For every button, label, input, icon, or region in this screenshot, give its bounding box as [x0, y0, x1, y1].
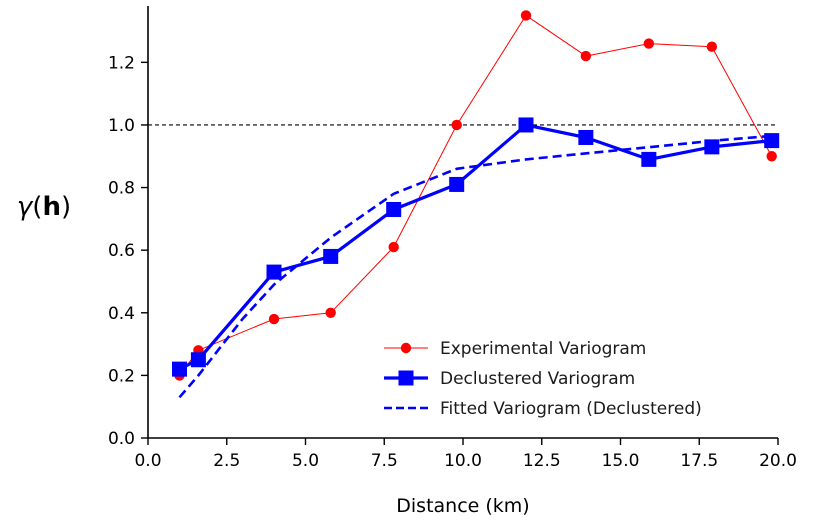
x-axis-label: Distance (km)	[396, 495, 529, 517]
x-tick-label: 15.0	[602, 451, 640, 471]
declustered-point	[190, 352, 206, 368]
declustered-point	[578, 129, 594, 145]
y-tick-label: 0.0	[108, 429, 135, 449]
declustered-point	[641, 151, 657, 167]
experimental-point	[643, 38, 655, 49]
declustered-point	[518, 117, 534, 133]
experimental-point	[706, 41, 718, 52]
experimental-point	[388, 241, 399, 253]
experimental-point	[766, 151, 777, 162]
x-tick-label: 7.5	[371, 451, 398, 471]
y-tick-label: 0.4	[108, 304, 135, 324]
x-tick-label: 17.5	[680, 451, 718, 471]
x-tick-label: 0.0	[134, 451, 161, 471]
legend-marker	[398, 370, 414, 386]
experimental-point	[325, 307, 336, 318]
legend-label: Fitted Variogram (Declustered)	[440, 399, 702, 419]
experimental-point	[268, 313, 280, 325]
declustered-point	[172, 361, 187, 377]
x-tick-label: 2.5	[213, 451, 240, 471]
y-axis-label: γ(h)	[17, 192, 71, 222]
x-tick-label: 12.5	[523, 451, 561, 471]
x-tick-label: 5.0	[292, 451, 319, 471]
legend-label: Experimental Variogram	[440, 339, 646, 359]
experimental-point	[580, 50, 592, 62]
y-tick-label: 0.8	[108, 179, 135, 199]
declustered-point	[323, 248, 339, 264]
experimental-point	[451, 119, 462, 131]
y-tick-label: 1.2	[108, 53, 135, 73]
series-line-2	[178, 134, 772, 399]
experimental-point	[520, 10, 532, 21]
legend-label: Declustered Variogram	[440, 369, 635, 389]
declustered-point	[266, 264, 282, 280]
x-tick-label: 10.0	[444, 451, 482, 471]
series-line-1	[178, 123, 772, 371]
y-tick-label: 0.2	[108, 366, 135, 386]
series-line-0	[179, 14, 773, 376]
declustered-point	[386, 201, 402, 217]
legend-marker	[400, 342, 412, 354]
y-tick-label: 1.0	[108, 116, 135, 136]
legend: Experimental Variogram Declustered Variog…	[384, 339, 702, 419]
y-tick-label: 0.6	[108, 241, 135, 261]
plot-area	[148, 10, 780, 399]
declustered-point	[704, 139, 720, 155]
x-tick-label: 20.0	[759, 451, 797, 471]
axes: 0.0 2.5 5.0 7.5 10.0 12.5 15.0 17.5 20.0 0.0 0.2 0.…	[108, 6, 797, 471]
declustered-point	[764, 133, 780, 149]
declustered-point	[449, 176, 465, 192]
